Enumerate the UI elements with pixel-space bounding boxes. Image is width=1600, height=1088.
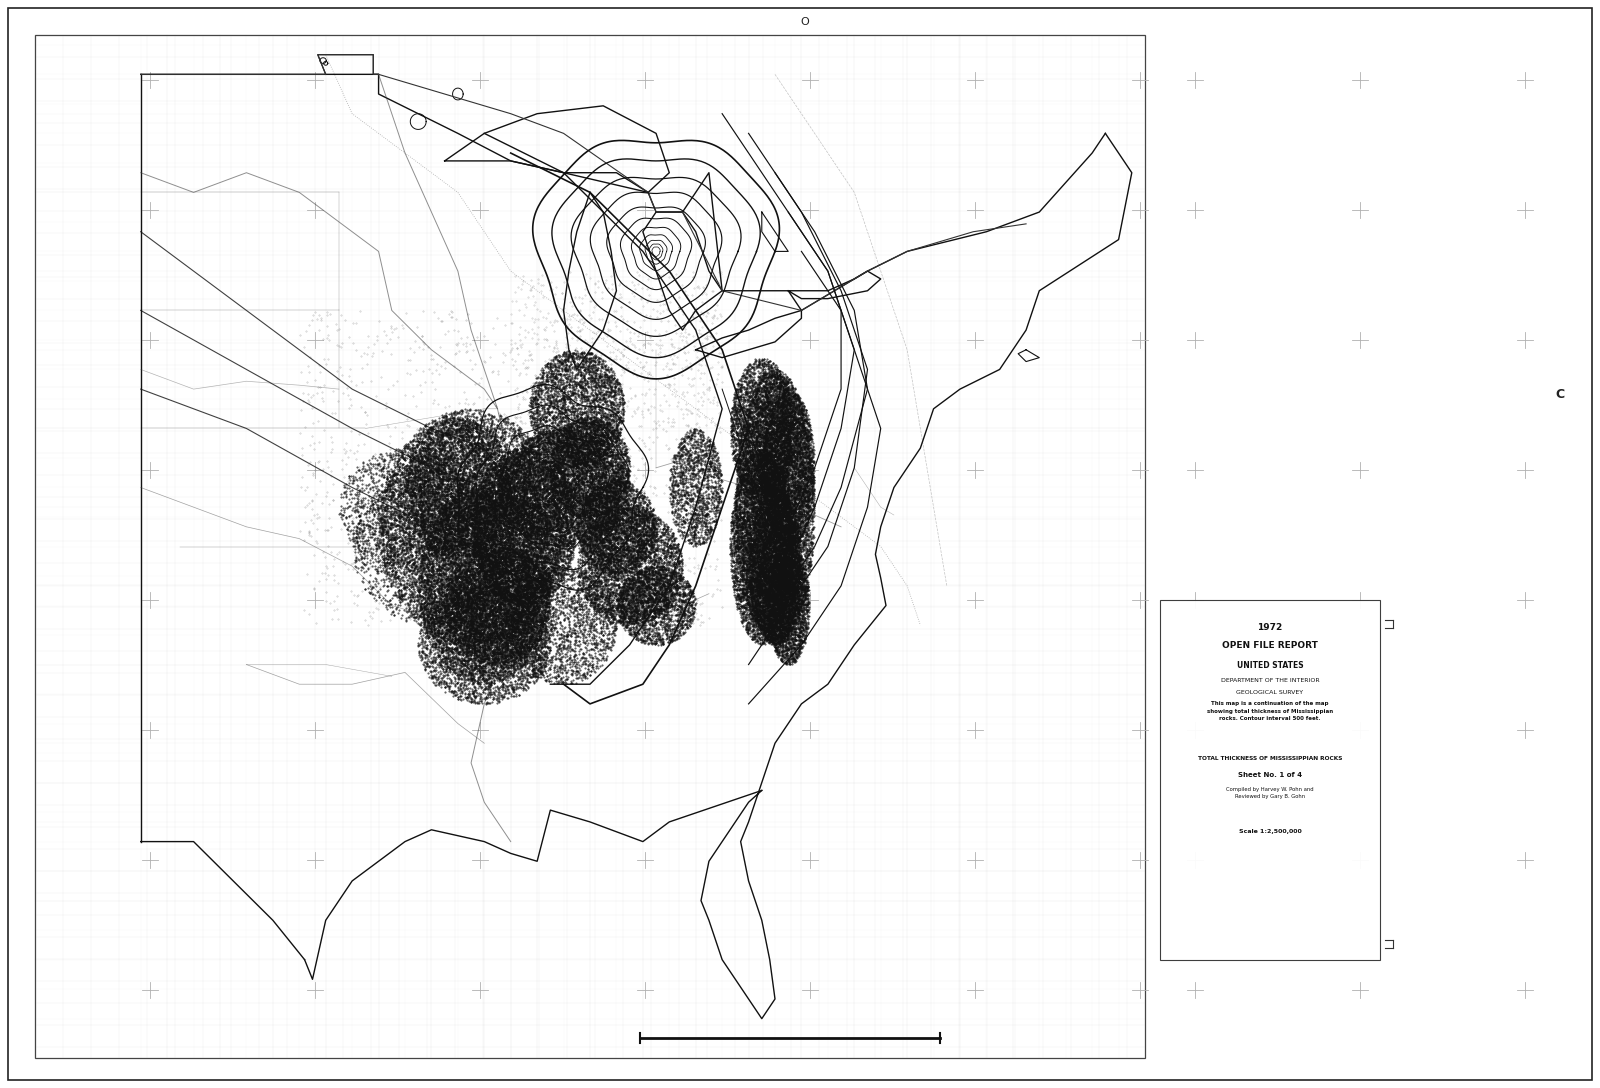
Text: C: C [1555, 388, 1565, 401]
Text: GEOLOGICAL SURVEY: GEOLOGICAL SURVEY [1237, 691, 1304, 695]
Text: UNITED STATES: UNITED STATES [1237, 662, 1304, 670]
Text: OPEN FILE REPORT: OPEN FILE REPORT [1222, 642, 1318, 651]
Text: Sheet No. 1 of 4: Sheet No. 1 of 4 [1238, 772, 1302, 778]
Text: O: O [800, 17, 810, 27]
Bar [35, 35, 1146, 1058]
Text: Scale 1:2,500,000: Scale 1:2,500,000 [1238, 828, 1301, 833]
Text: TOTAL THICKNESS OF MISSISSIPPIAN ROCKS: TOTAL THICKNESS OF MISSISSIPPIAN ROCKS [1198, 756, 1342, 762]
Text: This map is a continuation of the map
showing total thickness of Mississippian
r: This map is a continuation of the map sh… [1206, 701, 1333, 721]
Text: 1972: 1972 [1258, 623, 1283, 632]
Text: DEPARTMENT OF THE INTERIOR: DEPARTMENT OF THE INTERIOR [1221, 678, 1320, 682]
Bar [1160, 599, 1379, 960]
Text: Compiled by Harvey W. Pohn and
Reviewed by Gary B. Gohn: Compiled by Harvey W. Pohn and Reviewed … [1226, 787, 1314, 800]
